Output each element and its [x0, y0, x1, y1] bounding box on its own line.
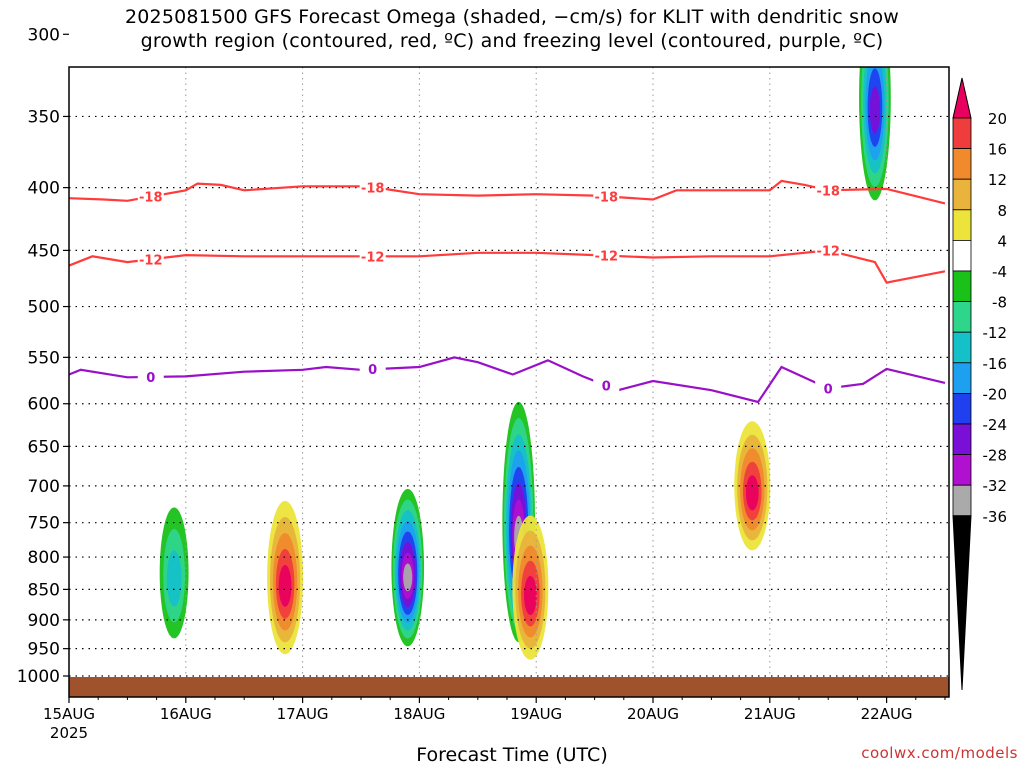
colorbar-swatch-2 [952, 148, 972, 180]
y-tick-label-300: 300 [28, 25, 60, 45]
x-year-label: 2025 [50, 724, 88, 742]
y-tick-label-400: 400 [28, 179, 60, 199]
colorbar-swatch-6 [952, 270, 972, 303]
contour-label-bg [815, 242, 842, 258]
colorbar-label-3: 8 [997, 202, 1007, 220]
colorbar-top-arrow [952, 77, 972, 119]
colorbar-swatch-3 [952, 178, 972, 211]
colorbar-swatch-11 [952, 423, 972, 456]
x-axis-label: Forecast Time (UTC) [416, 744, 608, 766]
contour-label-bg [815, 182, 842, 198]
omega-cell-5-level-20 [745, 475, 759, 511]
x-tick-label-19AUG: 19AUG [510, 705, 562, 723]
contour-label-0-0: -18 [139, 191, 163, 206]
contour-label-0-2: -18 [595, 190, 619, 205]
colorbar-label-7: -12 [983, 324, 1008, 342]
watermark: coolwx.com/models [861, 744, 1018, 762]
omega-cell-2-level-36 [403, 563, 413, 592]
colorbar-label-13: -36 [983, 508, 1008, 526]
colorbar-swatch-4 [952, 209, 972, 241]
y-tick-label-850: 850 [28, 580, 60, 600]
colorbar-label-8: -16 [983, 355, 1008, 373]
y-tick-label-550: 550 [28, 348, 60, 368]
contour-line-2 [69, 356, 946, 404]
colorbar-swatch-8 [952, 331, 972, 364]
omega-cell-4-level-20 [523, 575, 537, 616]
y-tick-label-600: 600 [28, 395, 60, 415]
contour-label-0-3: -18 [816, 184, 840, 199]
colorbar-label-0: 20 [988, 110, 1007, 128]
colorbar-swatch-10 [952, 392, 972, 425]
contour-label-bg [593, 247, 620, 263]
y-tick-label-750: 750 [28, 514, 60, 534]
contour-label-bg [137, 188, 164, 204]
omega-cell-0-level-16 [166, 550, 182, 607]
contour-label-2-0: 0 [146, 371, 155, 386]
x-tick-label-18AUG: 18AUG [393, 705, 445, 723]
contour-label-2-1: 0 [368, 363, 377, 378]
colorbar-label-12: -32 [983, 477, 1008, 495]
colorbar-label-10: -24 [983, 416, 1008, 434]
colorbar-swatch-7 [952, 301, 972, 333]
colorbar-label-11: -28 [983, 447, 1008, 465]
omega-cell-6-level-28 [869, 86, 881, 134]
ground-band [69, 677, 949, 697]
contour-label-bg [137, 368, 164, 384]
contour-label-1-1: -12 [361, 250, 385, 265]
colorbar-swatch-1 [952, 117, 972, 150]
plot-frame [68, 66, 950, 698]
chart-title-line-1: 2025081500 GFS Forecast Omega (shaded, −… [124, 6, 900, 28]
y-tick-label-950: 950 [28, 640, 60, 660]
contour-label-2-2: 0 [602, 380, 611, 395]
x-tick-label-20AUG: 20AUG [627, 705, 679, 723]
colorbar-swatch-13 [952, 484, 972, 517]
x-tick-label-15AUG: 15AUG [43, 705, 95, 723]
y-tick-label-700: 700 [28, 477, 60, 497]
plot-content: -18 -18 -18 -18 -12 -12 -12 -12 0 0 0 0 [69, 67, 949, 697]
colorbar-label-6: -8 [992, 294, 1007, 312]
y-tick-label-800: 800 [28, 548, 60, 568]
contour-label-1-2: -12 [595, 250, 619, 265]
y-tick-label-900: 900 [28, 611, 60, 631]
colorbar-bottom-arrow [952, 515, 972, 691]
y-tick-label-450: 450 [28, 241, 60, 261]
contour-label-2-3: 0 [824, 382, 833, 397]
x-tick-label-22AUG: 22AUG [861, 705, 913, 723]
contour-label-bg [137, 251, 164, 267]
contour-label-bg [359, 179, 386, 195]
x-tick-label-21AUG: 21AUG [744, 705, 796, 723]
y-tick-label-1000: 1000 [17, 667, 60, 687]
contour-label-bg [359, 248, 386, 264]
colorbar-label-1: 16 [988, 141, 1007, 159]
y-tick-label-500: 500 [28, 298, 60, 318]
contour-line-0 [69, 179, 946, 205]
contour-label-bg [593, 377, 620, 393]
y-tick-label-350: 350 [28, 107, 60, 127]
chart-title-line-2: growth region (contoured, red, ºC) and f… [140, 30, 884, 52]
contour-label-bg [359, 361, 386, 377]
x-tick-label-16AUG: 16AUG [160, 705, 212, 723]
colorbar-label-4: 4 [997, 232, 1007, 250]
colorbar-swatch-9 [952, 362, 972, 394]
colorbar-label-9: -20 [983, 385, 1008, 403]
x-tick-label-17AUG: 17AUG [277, 705, 329, 723]
colorbar-label-2: 12 [988, 171, 1007, 189]
contour-label-1-0: -12 [139, 253, 163, 268]
contour-label-bg [815, 380, 842, 396]
contour-label-bg [593, 188, 620, 204]
contour-label-0-1: -18 [361, 182, 385, 197]
colorbar-label-5: -4 [992, 263, 1007, 281]
colorbar-swatch-12 [952, 454, 972, 486]
contour-label-1-3: -12 [816, 244, 840, 259]
omega-cell-1-level-20 [278, 565, 292, 607]
y-tick-label-650: 650 [28, 437, 60, 457]
colorbar-swatch-5 [952, 239, 972, 272]
